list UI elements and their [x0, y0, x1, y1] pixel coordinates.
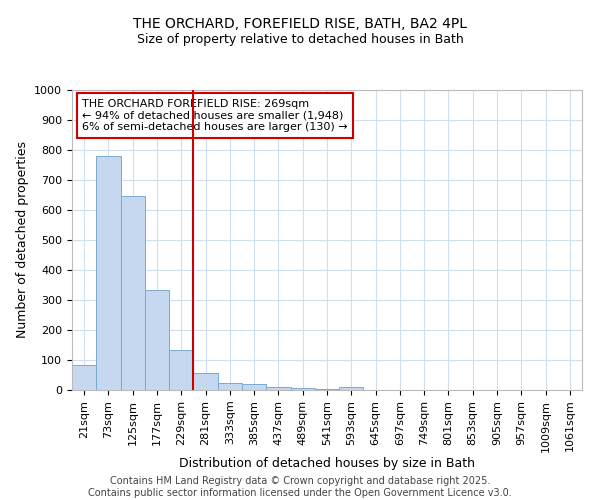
Text: THE ORCHARD, FOREFIELD RISE, BATH, BA2 4PL: THE ORCHARD, FOREFIELD RISE, BATH, BA2 4…: [133, 18, 467, 32]
Text: Size of property relative to detached houses in Bath: Size of property relative to detached ho…: [137, 32, 463, 46]
X-axis label: Distribution of detached houses by size in Bath: Distribution of detached houses by size …: [179, 457, 475, 470]
Bar: [339, 387, 364, 390]
Text: THE ORCHARD FOREFIELD RISE: 269sqm
← 94% of detached houses are smaller (1,948)
: THE ORCHARD FOREFIELD RISE: 269sqm ← 94%…: [82, 99, 348, 132]
Bar: [315, 388, 339, 390]
Bar: [266, 387, 290, 390]
Bar: [242, 384, 266, 390]
Bar: [96, 156, 121, 390]
Text: Contains HM Land Registry data © Crown copyright and database right 2025.
Contai: Contains HM Land Registry data © Crown c…: [88, 476, 512, 498]
Y-axis label: Number of detached properties: Number of detached properties: [16, 142, 29, 338]
Bar: [72, 365, 96, 390]
Bar: [218, 382, 242, 390]
Bar: [121, 196, 145, 390]
Bar: [290, 388, 315, 390]
Bar: [193, 372, 218, 390]
Bar: [145, 290, 169, 390]
Bar: [169, 350, 193, 390]
